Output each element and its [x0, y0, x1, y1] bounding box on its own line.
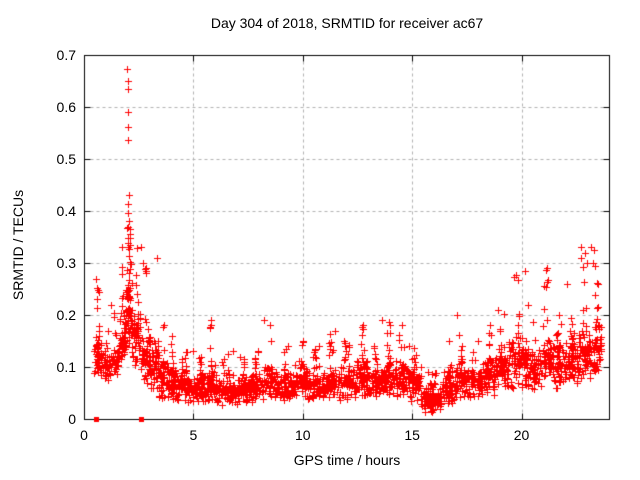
x-tick-label: 0 [80, 427, 88, 443]
y-tick-label: 0 [68, 411, 76, 427]
x-tick-label: 5 [189, 427, 198, 443]
y-tick-label: 0.5 [56, 151, 76, 167]
x-tick-label: 15 [404, 427, 420, 443]
y-tick-label: 0.2 [56, 307, 76, 323]
x-tick-label: 10 [294, 427, 311, 443]
y-tick-label: 0.1 [56, 359, 76, 375]
y-tick-label: 0.6 [56, 99, 76, 115]
y-axis-label: SRMTID / TECUs [10, 189, 26, 301]
y-tick-label: 0.7 [56, 47, 76, 63]
x-axis-label: GPS time / hours [293, 452, 401, 468]
y-tick-label: 0.3 [56, 255, 76, 271]
y-tick-label: 0.4 [56, 203, 76, 219]
x-tick-label: 20 [513, 427, 530, 443]
chart-title: Day 304 of 2018, SRMTID for receiver ac6… [210, 15, 484, 31]
